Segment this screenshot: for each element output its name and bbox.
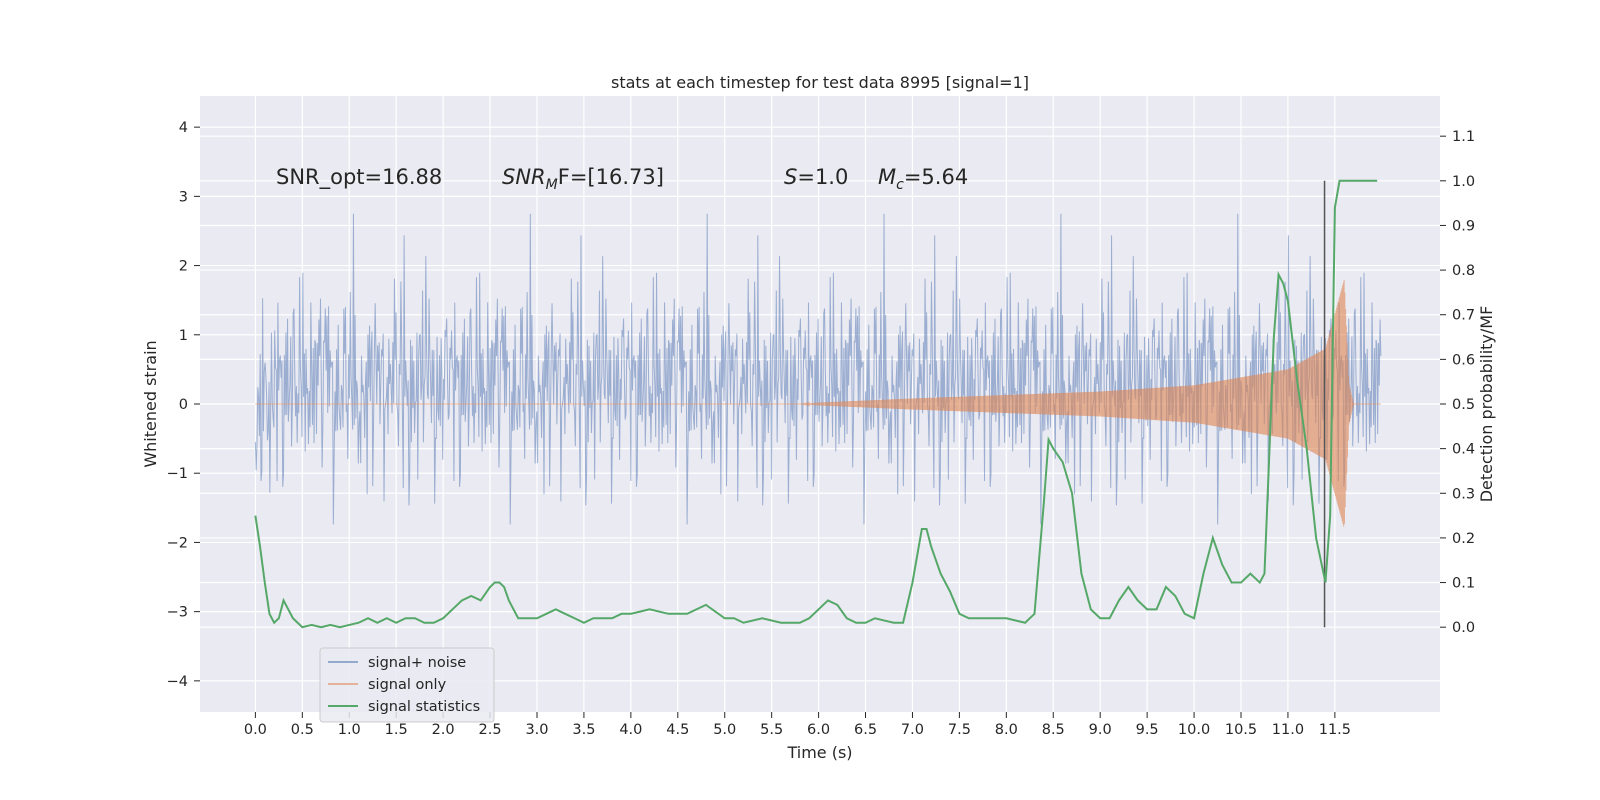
y-axis-label: Whitened strain [141, 340, 160, 467]
legend-label-signal-only: signal only [368, 677, 447, 693]
x-tick-label: 11.0 [1272, 722, 1304, 738]
signal-only-line [255, 279, 1381, 527]
y2-tick-label: 0.5 [1452, 397, 1475, 413]
signal-only-series [255, 279, 1381, 527]
x-tick-label: 3.5 [572, 722, 595, 738]
x-axis-ticks: 0.0 0.5 1.0 1.5 2.0 2.5 3.0 3.5 4.0 4.5 5.0 5.5 6.0 6… [244, 712, 1351, 738]
y-tick-label: 3 [179, 189, 188, 205]
x-tick-label: 3.0 [525, 722, 548, 738]
x-tick-label: 6.5 [854, 722, 877, 738]
legend: signal+ noise signal only signal statist… [319, 647, 495, 723]
y2-tick-label: 0.1 [1452, 576, 1475, 592]
y2-tick-label: 0.4 [1452, 442, 1475, 458]
snr-mf-rest: F=[16.73] [558, 165, 664, 189]
y2-tick-label: 0.3 [1452, 486, 1475, 502]
x-tick-label: 6.0 [807, 722, 830, 738]
mc-annotation: Mc=5.64 [878, 165, 968, 193]
y2-tick-label: 1.0 [1452, 174, 1475, 190]
x-tick-label: 7.0 [901, 722, 924, 738]
snr-mf-sub: M [546, 177, 558, 193]
chart-title: stats at each timestep for test data 899… [611, 73, 1029, 92]
y2-tick-label: 0.6 [1452, 352, 1475, 368]
mc-base: M [878, 165, 896, 189]
s-annotation: S=1.0 [784, 165, 848, 189]
x-tick-label: 8.0 [995, 722, 1018, 738]
x-axis-label: Time (s) [786, 743, 852, 762]
y2-axis-label: Detection probability/MF [1477, 306, 1496, 503]
signal-statistics-line [254, 179, 1378, 629]
y-tick-label: 4 [179, 120, 188, 136]
x-tick-label: 10.0 [1178, 722, 1210, 738]
mc-sub: c [896, 177, 904, 193]
y-tick-label: 1 [179, 328, 188, 344]
x-tick-label: 2.5 [479, 722, 502, 738]
y-axis-ticks: 4 3 2 1 0 −1 −2 −3 −4 [167, 120, 200, 690]
y2-tick-label: 0.2 [1452, 531, 1475, 547]
s-rest: =1.0 [797, 165, 848, 189]
x-tick-label: 2.0 [432, 722, 455, 738]
signal-statistics-series [254, 179, 1378, 629]
x-tick-label: 9.0 [1089, 722, 1112, 738]
y-tick-label: −1 [167, 466, 188, 482]
x-tick-label: 5.5 [760, 722, 783, 738]
y2-tick-label: 1.1 [1452, 129, 1475, 145]
snr-opt-annotation: SNR_opt=16.88 [276, 165, 442, 190]
x-tick-label: 4.0 [619, 722, 642, 738]
snr-mf-annotation: SNRMF=[16.73] [502, 165, 664, 193]
x-tick-label: 10.5 [1225, 722, 1257, 738]
x-tick-label: 5.0 [713, 722, 736, 738]
legend-box [319, 647, 495, 723]
y2-tick-label: 0.9 [1452, 218, 1475, 234]
y-tick-label: −2 [167, 535, 188, 551]
y2-tick-label: 0.0 [1452, 620, 1475, 636]
y-tick-label: 0 [179, 397, 188, 413]
y2-tick-label: 0.8 [1452, 263, 1475, 279]
x-tick-label: 11.5 [1319, 722, 1351, 738]
legend-label-signal-noise: signal+ noise [368, 655, 466, 671]
x-tick-label: 9.5 [1136, 722, 1159, 738]
s-base: S [784, 165, 797, 189]
x-tick-label: 8.5 [1042, 722, 1065, 738]
x-tick-label: 7.5 [948, 722, 971, 738]
y2-axis-ticks: 1.1 1.0 0.9 0.8 0.7 0.6 0.5 0.4 0.3 0.2 0.1 0.0 [1440, 129, 1475, 636]
y-tick-label: −4 [167, 674, 188, 690]
y-tick-label: −3 [167, 605, 188, 621]
x-tick-label: 0.5 [291, 722, 314, 738]
y2-tick-label: 0.7 [1452, 308, 1475, 324]
x-tick-label: 0.0 [244, 722, 267, 738]
y-tick-label: 2 [179, 259, 188, 275]
x-tick-label: 1.0 [338, 722, 361, 738]
x-tick-label: 4.5 [666, 722, 689, 738]
legend-label-signal-statistics: signal statistics [368, 699, 480, 715]
x-tick-label: 1.5 [385, 722, 408, 738]
snr-mf-base: SNR [502, 165, 546, 189]
mc-rest: =5.64 [904, 165, 968, 189]
